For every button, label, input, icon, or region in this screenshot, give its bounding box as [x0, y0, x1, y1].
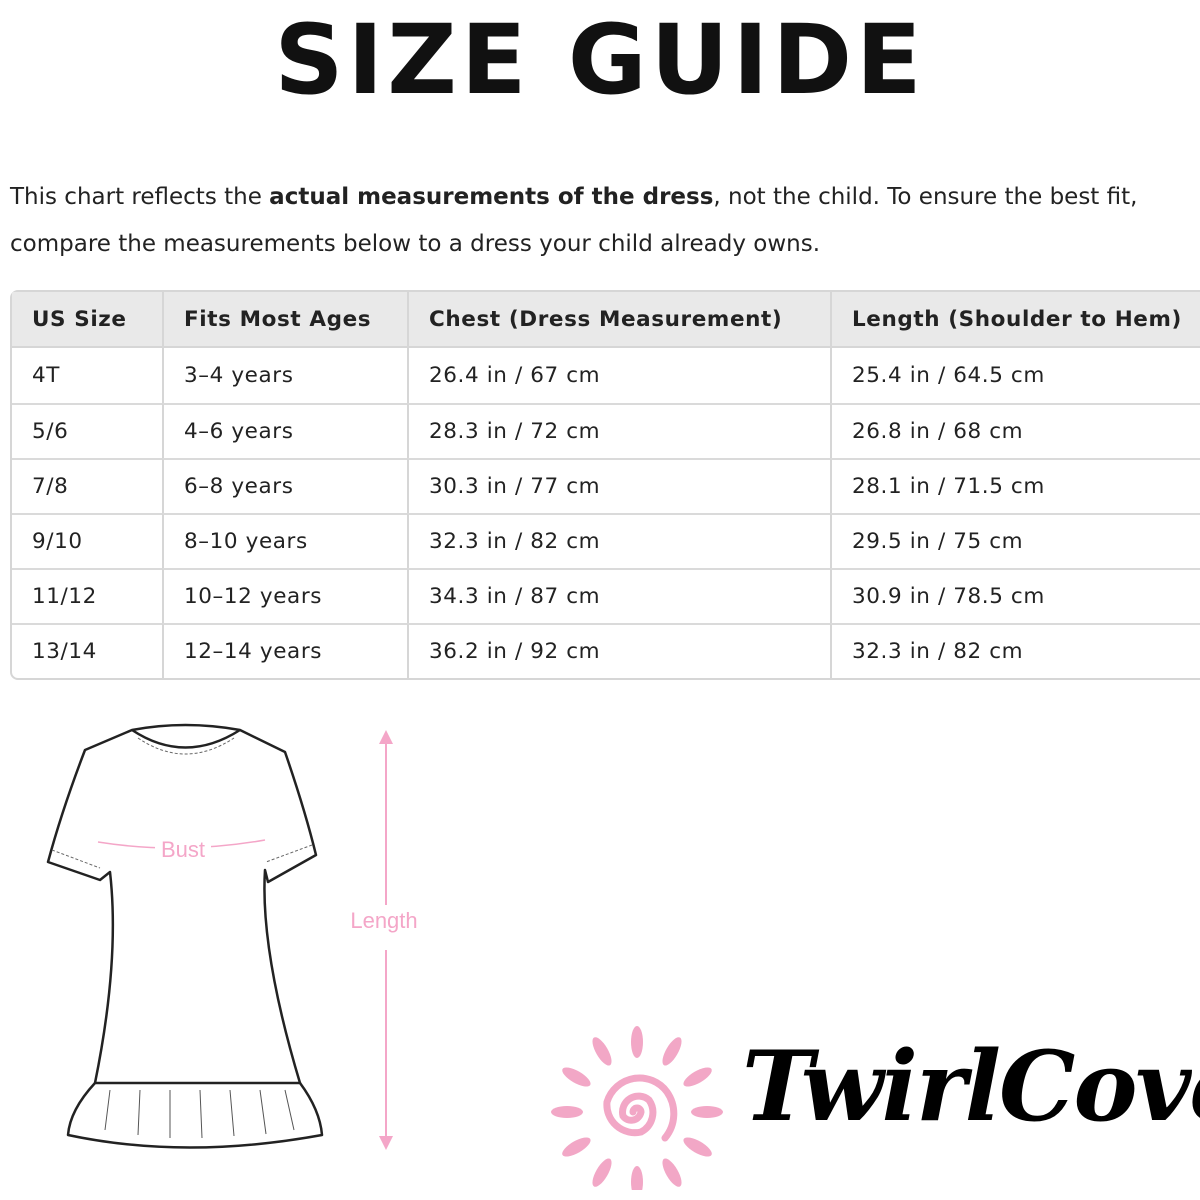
cell-length: 32.3 in / 82 cm	[830, 623, 1200, 678]
header-us-size: US Size	[12, 292, 162, 348]
header-ages: Fits Most Ages	[162, 292, 407, 348]
sun-ray	[551, 1106, 583, 1118]
sun-spiral-logo-icon	[551, 1026, 723, 1190]
brand-name: TwirlCove	[742, 1030, 1200, 1143]
dress-diagram: Bust Length	[46, 723, 430, 1150]
sun-ray	[592, 1158, 612, 1187]
table-header-row: US Size Fits Most Ages Chest (Dress Meas…	[12, 292, 1200, 348]
header-length: Length (Shoulder to Hem)	[830, 292, 1200, 348]
cell-size: 7/8	[12, 458, 162, 513]
intro-line-2: compare the measurements below to a dres…	[10, 231, 821, 257]
cell-chest: 34.3 in / 87 cm	[407, 568, 830, 623]
cell-size: 13/14	[12, 623, 162, 678]
cell-length: 25.4 in / 64.5 cm	[830, 348, 1200, 403]
sun-ray	[683, 1137, 712, 1157]
cell-size: 11/12	[12, 568, 162, 623]
cell-chest: 26.4 in / 67 cm	[407, 348, 830, 403]
cell-ages: 6–8 years	[162, 458, 407, 513]
header-chest: Chest (Dress Measurement)	[407, 292, 830, 348]
cell-size: 4T	[32, 363, 61, 388]
cell-chest: 32.3 in / 82 cm	[407, 513, 830, 568]
cell-chest: 36.2 in / 92 cm	[407, 623, 830, 678]
intro-bold: actual measurements of the dress	[269, 184, 714, 210]
sun-ray	[562, 1137, 591, 1157]
cell-chest: 28.3 in / 72 cm	[407, 403, 830, 458]
size-table: US Size Fits Most Ages Chest (Dress Meas…	[10, 290, 1200, 680]
table-row: 5/6 4–6 years 28.3 in / 72 cm 26.8 in / 68 …	[12, 403, 1200, 458]
cell-length: 30.9 in / 78.5 cm	[830, 568, 1200, 623]
cell-ages: 12–14 years	[162, 623, 407, 678]
sun-ray	[662, 1037, 682, 1066]
length-label: Length	[350, 908, 417, 933]
cell-ages: 4–6 years	[162, 403, 407, 458]
intro-line-1: This chart reflects the actual measureme…	[10, 184, 1137, 210]
cell-size: 9/10	[12, 513, 162, 568]
sun-ray	[562, 1067, 591, 1087]
table-row: 9/10 8–10 years 32.3 in / 82 cm 29.5 in / 7…	[12, 513, 1200, 568]
cell-ages: 10–12 years	[162, 568, 407, 623]
cell-size: 5/6	[12, 403, 162, 458]
ruffle-lines	[104, 1089, 295, 1139]
page-title: SIZE GUIDE	[274, 4, 926, 116]
sun-ray	[662, 1158, 682, 1187]
cell-length: 28.1 in / 71.5 cm	[830, 458, 1200, 513]
dress-outline	[46, 723, 324, 1149]
sun-ray	[631, 1166, 643, 1190]
bust-label: Bust	[161, 837, 205, 862]
intro-text: This chart reflects the	[10, 184, 270, 210]
cell-length: 29.5 in / 75 cm	[830, 513, 1200, 568]
table-row: 7/8 6–8 years 30.3 in / 77 cm 28.1 in / 71.…	[12, 458, 1200, 513]
sun-ray	[592, 1037, 612, 1066]
cell-length: 26.8 in / 68 cm	[830, 403, 1200, 458]
sun-ray	[683, 1067, 712, 1087]
cell-ages: 8–10 years	[162, 513, 407, 568]
sun-ray	[691, 1106, 723, 1118]
sun-ray	[631, 1026, 643, 1058]
table-row: 11/12 10–12 years 34.3 in / 87 cm 30.9 in /…	[12, 568, 1200, 623]
table-row: 13/14 12–14 years 36.2 in / 92 cm 32.3 in /…	[12, 623, 1200, 678]
cell-ages: 3–4 years	[162, 348, 407, 403]
intro-text: , not the child. To ensure the best fit,	[713, 184, 1138, 210]
cell-chest: 30.3 in / 77 cm	[407, 458, 830, 513]
stitching	[51, 737, 313, 869]
table-row: 4T 3–4 years 26.4 in / 67 cm 25.4 in / 64.5…	[12, 348, 1200, 403]
